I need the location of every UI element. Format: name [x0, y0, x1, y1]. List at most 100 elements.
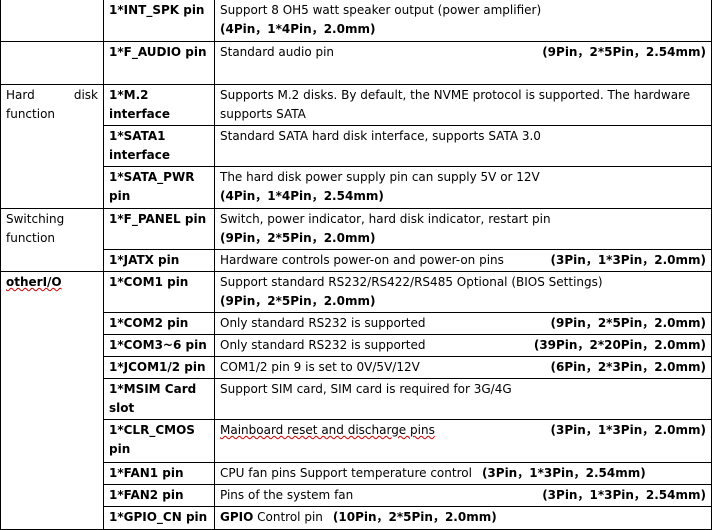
description: Supports M.2 disks. By default, the NVME… [220, 86, 706, 124]
description-text: COM1/2 pin 9 is set to 0V/5V/12V [220, 360, 420, 374]
description-cell: Only standard RS232 is supported (39Pin，2… [214, 334, 712, 357]
spec: (4Pin，1*4Pin，2.54mm) [220, 189, 384, 203]
item-name: 1*M.2 interface [103, 84, 215, 126]
item-name: 1*COM2 pin [103, 312, 215, 335]
description-cell: COM1/2 pin 9 is set to 0V/5V/12V (6Pin，2*… [214, 356, 712, 379]
description: CPU fan pins Support temperature control… [220, 464, 706, 483]
group-cell [0, 0, 104, 42]
description-cell: Only standard RS232 is supported (9Pin，2*… [214, 312, 712, 335]
description-cell: Standard SATA hard disk interface, suppo… [214, 125, 712, 167]
spec: (3Pin，1*3Pin，2.54mm) [481, 466, 646, 480]
table-row: 1*CLR_CMOS pin Mainboard reset and discha… [1, 419, 712, 463]
table-row: 1*SATA_PWR pin The hard disk power supply… [1, 166, 712, 209]
description-cell: Standard audio pin (9Pin，2*5Pin，2.54mm) [214, 41, 712, 85]
description-text: Supports M.2 disks. By default, the NVME… [220, 88, 691, 121]
item-name: 1*FAN1 pin [103, 462, 215, 485]
table-row: 1*INT_SPK pin Support 8 OH5 watt speaker … [0, 0, 712, 42]
description: Support 8 OH5 watt speaker output (power… [220, 1, 706, 39]
group-cell [0, 41, 104, 85]
table-row: 1*JCOM1/2 pin COM1/2 pin 9 is set to 0V/5… [1, 356, 712, 379]
table-row: 1*MSIM Card slot Support SIM card, SIM ca… [1, 378, 712, 420]
item-name: 1*COM3~6 pin [103, 334, 215, 357]
spec: (3Pin，1*3Pin，2.54mm) [542, 488, 706, 502]
description-text: Only standard RS232 is supported [220, 338, 426, 352]
item-name: 1*CLR_CMOS pin [103, 419, 215, 463]
item-name: 1*F_PANEL pin [103, 208, 215, 250]
description-cell: CPU fan pins Support temperature control… [214, 462, 712, 485]
description-cell: Mainboard reset and discharge pins (3Pin，… [214, 419, 712, 463]
description: Switch, power indicator, hard disk indic… [220, 210, 706, 248]
item-name: 1*JCOM1/2 pin [103, 356, 215, 379]
group-cell: Hard disk function [0, 84, 104, 209]
description-cell: Pins of the system fan (3Pin，1*3Pin，2.54m… [214, 484, 712, 507]
table-row: 1*COM3~6 pin Only standard RS232 is suppo… [1, 334, 712, 357]
group-cell: Switching function [0, 208, 104, 272]
spec: (9Pin，2*5Pin，2.0mm) [220, 231, 376, 245]
item-name: 1*COM1 pin [103, 271, 215, 313]
group-label: otherI/O [6, 275, 62, 289]
item-name: 1*JATX pin [103, 249, 215, 272]
description-cell: Support standard RS232/RS422/RS485 Optio… [214, 271, 712, 313]
description-text: Only standard RS232 is supported [220, 316, 426, 330]
description: Only standard RS232 is supported (39Pin，2… [220, 336, 706, 355]
description-text: Standard SATA hard disk interface, suppo… [220, 129, 541, 143]
description: The hard disk power supply pin can suppl… [220, 168, 706, 206]
description-text: Support SIM card, SIM card is required f… [220, 382, 512, 396]
table-row: 1*SATA1 interface Standard SATA hard disk… [1, 125, 712, 167]
spec: (9Pin，2*5Pin，2.0mm) [220, 294, 376, 308]
table-row: 1*GPIO_CN pin GPIO Control pin (10Pin，2*5P… [1, 506, 712, 530]
description: COM1/2 pin 9 is set to 0V/5V/12V (6Pin，2*… [220, 358, 706, 377]
table-row: 1*JATX pin Hardware controls power-on and… [1, 249, 712, 272]
description-text: Support 8 OH5 watt speaker output (power… [220, 3, 542, 17]
table-row: 1*COM2 pin Only standard RS232 is support… [1, 312, 712, 335]
description-cell: Support SIM card, SIM card is required f… [214, 378, 712, 420]
item-name: 1*INT_SPK pin [103, 0, 215, 42]
description: Hardware controls power-on and power-on … [220, 251, 706, 270]
spec: (6Pin，2*3Pin，2.0mm) [550, 360, 706, 374]
table-row: Hard disk function 1*M.2 interface Support… [0, 84, 712, 209]
item-name: 1*MSIM Card slot [103, 378, 215, 420]
spec: (3Pin，1*3Pin，2.0mm) [550, 253, 706, 267]
description-cell: The hard disk power supply pin can suppl… [214, 166, 712, 209]
table-row: Switching function 1*F_PANEL pin Switch, p… [0, 208, 712, 272]
description-text: The hard disk power supply pin can suppl… [220, 170, 540, 184]
description-text: Standard audio pin [220, 45, 335, 59]
item-name: 1*FAN2 pin [103, 484, 215, 507]
group-label: Hard disk function [6, 88, 98, 121]
description-text: Support standard RS232/RS422/RS485 Optio… [220, 275, 603, 289]
description-cell: Support 8 OH5 watt speaker output (power… [214, 0, 712, 42]
spec: (4Pin，1*4Pin，2.0mm) [220, 22, 376, 36]
description-text: CPU fan pins Support temperature control [220, 466, 472, 480]
spec: (3Pin，1*3Pin，2.0mm) [550, 423, 706, 437]
item-name: 1*SATA_PWR pin [103, 166, 215, 209]
table-row: 1*FAN2 pin Pins of the system fan (3Pin，1*… [1, 484, 712, 507]
description-cell: Hardware controls power-on and power-on … [214, 249, 712, 272]
item-name: 1*F_AUDIO pin [103, 41, 215, 85]
table-row: 1*F_AUDIO pin Standard audio pin (9Pin，2*5… [0, 41, 712, 85]
spec: (9Pin，2*5Pin，2.54mm) [542, 45, 706, 59]
description: Standard audio pin (9Pin，2*5Pin，2.54mm) [220, 43, 706, 62]
description-lead: GPIO [220, 510, 254, 524]
description-text: Mainboard reset and discharge pins [220, 423, 435, 437]
description-text: Control pin [257, 510, 323, 524]
description-text: Pins of the system fan [220, 488, 354, 502]
description-cell: Switch, power indicator, hard disk indic… [214, 208, 712, 250]
group-label: Switching function [6, 212, 65, 245]
item-name: 1*GPIO_CN pin [103, 506, 215, 530]
description: Support SIM card, SIM card is required f… [220, 380, 706, 399]
table-row: 1*FAN1 pin CPU fan pins Support temperatu… [1, 462, 712, 485]
item-name: 1*SATA1 interface [103, 125, 215, 167]
description: Pins of the system fan (3Pin，1*3Pin，2.54m… [220, 486, 706, 505]
description: Only standard RS232 is supported (9Pin，2*… [220, 314, 706, 333]
description-text: Switch, power indicator, hard disk indic… [220, 212, 551, 226]
table-row: otherI/O 1*COM1 pin Support standard RS232… [0, 271, 712, 530]
spec: (9Pin，2*5Pin，2.0mm) [550, 316, 706, 330]
description-cell: Supports M.2 disks. By default, the NVME… [214, 84, 712, 126]
description: Mainboard reset and discharge pins (3Pin，… [220, 421, 706, 440]
group-cell: otherI/O [0, 271, 104, 530]
spec: (39Pin，2*20Pin，2.0mm) [533, 338, 706, 352]
description-cell: GPIO Control pin (10Pin，2*5Pin，2.0mm) [214, 506, 712, 530]
description-text: Hardware controls power-on and power-on … [220, 253, 504, 267]
